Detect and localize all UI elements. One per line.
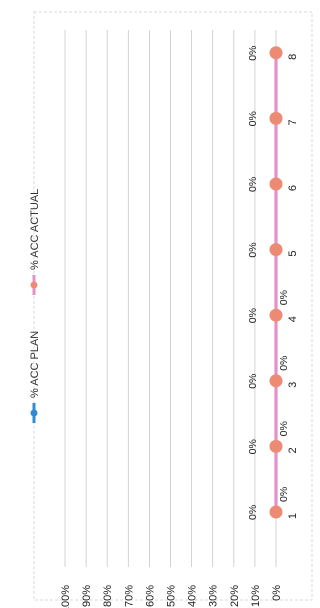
y-tick-label: 60% (144, 585, 156, 607)
data-point-actual (269, 46, 283, 60)
data-label-actual: 0% (247, 242, 259, 257)
legend: % ACC PLAN % ACC ACTUAL (29, 189, 41, 423)
y-tick-label: 100% (60, 585, 72, 608)
data-label-actual: 0% (247, 46, 259, 61)
chart-frame (33, 11, 313, 601)
data-point-actual (269, 243, 283, 257)
data-label-plan: 0% (278, 421, 290, 436)
y-tick-label: 40% (187, 585, 199, 607)
y-tick-label: 30% (208, 585, 220, 607)
x-tick-label: 5 (287, 251, 299, 257)
y-tick-label: 50% (166, 585, 178, 607)
legend-label-actual: % ACC ACTUAL (29, 189, 41, 270)
data-label-plan: 0% (278, 487, 290, 502)
data-point-actual (269, 308, 283, 322)
data-label-actual: 0% (247, 308, 259, 323)
x-tick-label: 7 (287, 119, 299, 125)
gridlines (64, 30, 277, 567)
data-label-actual: 0% (247, 177, 259, 192)
y-tick-label: 80% (102, 585, 114, 607)
data-label-actual: 0% (247, 439, 259, 454)
data-label-actual: 0% (247, 111, 259, 126)
y-tick-label: 70% (123, 585, 135, 607)
series-layer: 0% 1 0% 2 0% 3 0% 4 0% 5 0% 6 0% 7 0% 8 0% 0% 0% 0% (247, 46, 299, 520)
data-point-actual (269, 177, 283, 191)
legend-marker-plan (30, 409, 38, 417)
y-tick-label: 90% (81, 585, 93, 607)
y-tick-label: 0% (271, 585, 283, 601)
data-point-actual (269, 374, 283, 388)
x-tick-label: 1 (287, 513, 299, 519)
data-label-plan: 0% (278, 356, 290, 371)
data-label-actual: 0% (247, 374, 259, 389)
legend-marker-actual (30, 281, 38, 289)
x-tick-label: 3 (287, 382, 299, 388)
x-tick-label: 6 (287, 185, 299, 191)
x-tick-label: 4 (287, 316, 299, 322)
y-axis-ticks: 0% 10% 20% 30% 40% 50% 60% 70% 80% 90% 100% (60, 585, 283, 608)
data-label-actual: 0% (247, 505, 259, 520)
y-tick-label: 10% (250, 585, 262, 607)
data-label-plan: 0% (278, 290, 290, 305)
data-point-actual (269, 439, 283, 453)
data-point-actual (269, 111, 283, 125)
y-tick-label: 20% (229, 585, 241, 607)
data-point-actual (269, 505, 283, 519)
x-tick-label: 2 (287, 447, 299, 453)
x-tick-label: 8 (287, 54, 299, 60)
legend-label-plan: % ACC PLAN (29, 331, 41, 398)
